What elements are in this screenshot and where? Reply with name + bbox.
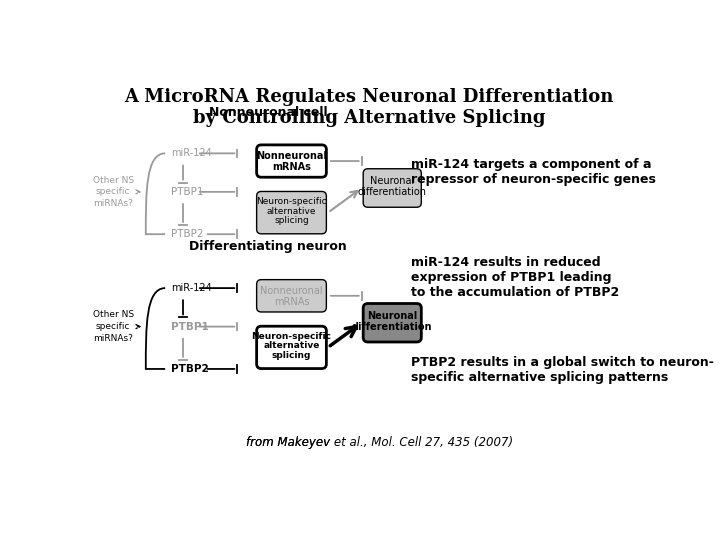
Text: PTBP2 results in a global switch to neuron-
specific alternative splicing patter: PTBP2 results in a global switch to neur…	[411, 356, 714, 384]
Text: splicing: splicing	[274, 216, 309, 225]
Text: PTBP1: PTBP1	[171, 322, 209, 332]
Text: miR-124 targets a component of a
repressor of neuron-specific genes: miR-124 targets a component of a repress…	[411, 158, 656, 186]
Text: differentiation: differentiation	[352, 322, 433, 332]
FancyBboxPatch shape	[256, 192, 326, 234]
FancyBboxPatch shape	[256, 326, 326, 369]
Text: from Makeyev: from Makeyev	[246, 436, 334, 449]
Text: Neuron-specific: Neuron-specific	[251, 332, 331, 341]
Text: miR-124: miR-124	[171, 148, 212, 158]
Text: alternative: alternative	[264, 341, 320, 350]
Text: Neuronal: Neuronal	[370, 176, 415, 186]
Text: Nonneuronal cell: Nonneuronal cell	[209, 106, 328, 119]
FancyBboxPatch shape	[363, 303, 421, 342]
FancyBboxPatch shape	[256, 280, 326, 312]
Text: Other NS
specific
miRNAs?: Other NS specific miRNAs?	[93, 176, 134, 208]
Text: Neuron-specific: Neuron-specific	[256, 197, 327, 206]
Text: miR-124: miR-124	[171, 283, 212, 293]
Text: A MicroRNA Regulates Neuronal Differentiation
by Controlling Alternative Splicin: A MicroRNA Regulates Neuronal Differenti…	[125, 88, 613, 127]
Text: from Makeyev et al., Mol. Cell 27, 435 (2007): from Makeyev et al., Mol. Cell 27, 435 (…	[246, 436, 513, 449]
Text: Nonneuronal: Nonneuronal	[256, 151, 327, 161]
Text: Other NS
specific
miRNAs?: Other NS specific miRNAs?	[93, 310, 134, 343]
Text: splicing: splicing	[272, 350, 311, 360]
Text: Nonneuronal: Nonneuronal	[260, 286, 323, 296]
Text: Neuronal: Neuronal	[367, 311, 418, 321]
Text: mRNAs: mRNAs	[274, 297, 310, 307]
FancyBboxPatch shape	[363, 168, 421, 207]
Text: Differentiating neuron: Differentiating neuron	[189, 240, 347, 253]
Text: PTBP1: PTBP1	[171, 187, 204, 197]
Text: mRNAs: mRNAs	[272, 162, 311, 172]
Text: alternative: alternative	[266, 207, 316, 215]
Text: PTBP2: PTBP2	[171, 229, 204, 239]
Text: PTBP2: PTBP2	[171, 364, 209, 374]
Text: miR-124 results in reduced
expression of PTBP1 leading
to the accumulation of PT: miR-124 results in reduced expression of…	[411, 256, 619, 299]
FancyBboxPatch shape	[256, 145, 326, 177]
Text: differentiation: differentiation	[358, 187, 427, 197]
